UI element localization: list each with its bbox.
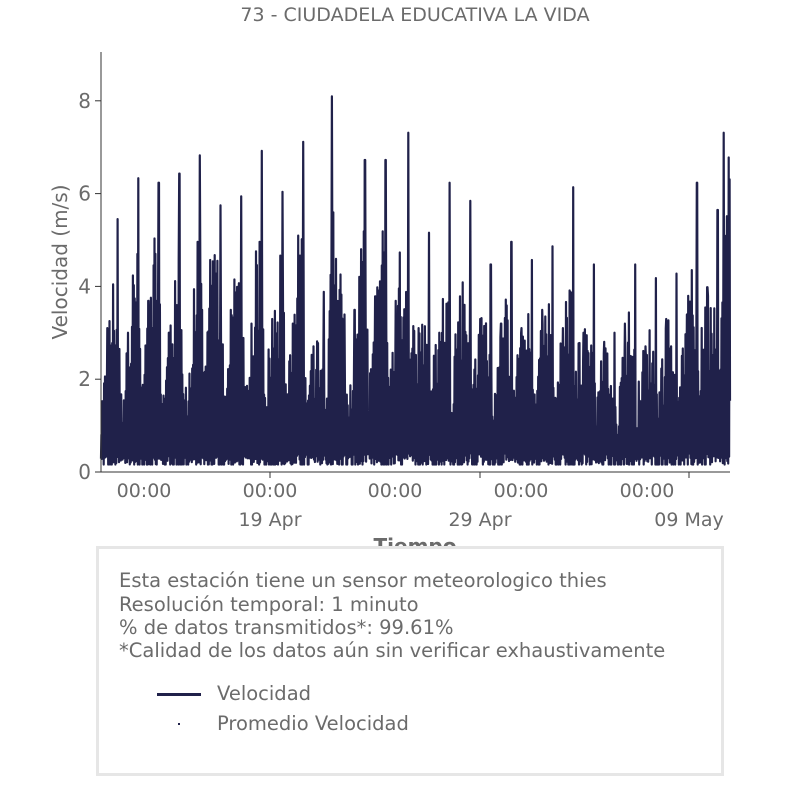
x-minor-tick-label: 00:00 bbox=[494, 480, 549, 502]
station-info-box: Esta estación tiene un sensor meteorolog… bbox=[96, 546, 724, 776]
y-tick-label: 0 bbox=[78, 460, 91, 484]
quality-note-text: *Calidad de los datos aún sin verificar … bbox=[119, 639, 666, 662]
x-major-tick-label: 29 Apr bbox=[448, 509, 511, 531]
y-tick-label: 4 bbox=[78, 274, 91, 298]
velocity-series-line bbox=[99, 95, 732, 466]
y-tick-label: 2 bbox=[78, 367, 91, 391]
y-tick-label: 6 bbox=[78, 182, 91, 206]
legend-label-promedio: Promedio Velocidad bbox=[217, 712, 409, 735]
velocity-chart: 73 - CIUDADELA EDUCATIVA LA VIDA 0 2 4 6 8 0… bbox=[48, 4, 732, 558]
legend-item-promedio: Promedio Velocidad bbox=[157, 712, 557, 736]
plot-area bbox=[99, 95, 732, 466]
x-major-tick-label: 19 Apr bbox=[238, 509, 301, 531]
x-minor-tick-label: 00:00 bbox=[117, 480, 172, 502]
y-axis-title: Velocidad (m/s) bbox=[48, 184, 72, 339]
x-axis-ticks: 00:00 00:00 00:00 00:00 00:00 19 Apr 29 Apr 09 … bbox=[117, 472, 724, 531]
x-major-tick-label: 09 May bbox=[654, 509, 724, 531]
legend-item-velocidad: Velocidad bbox=[157, 682, 557, 706]
resolution-info-text: Resolución temporal: 1 minuto bbox=[119, 593, 419, 616]
chart-title: 73 - CIUDADELA EDUCATIVA LA VIDA bbox=[240, 4, 589, 26]
x-minor-tick-label: 00:00 bbox=[368, 480, 423, 502]
transmitted-data-text: % de datos transmitidos*: 99.61% bbox=[119, 616, 454, 639]
x-minor-tick-label: 00:00 bbox=[243, 480, 298, 502]
legend-line-swatch bbox=[157, 693, 201, 696]
y-tick-label: 8 bbox=[78, 89, 91, 113]
sensor-info-text: Esta estación tiene un sensor meteorolog… bbox=[119, 569, 607, 592]
y-axis-ticks: 0 2 4 6 8 bbox=[78, 89, 101, 484]
legend-label-velocidad: Velocidad bbox=[217, 682, 312, 705]
legend-dot-swatch bbox=[178, 723, 180, 725]
x-minor-tick-label: 00:00 bbox=[620, 480, 675, 502]
